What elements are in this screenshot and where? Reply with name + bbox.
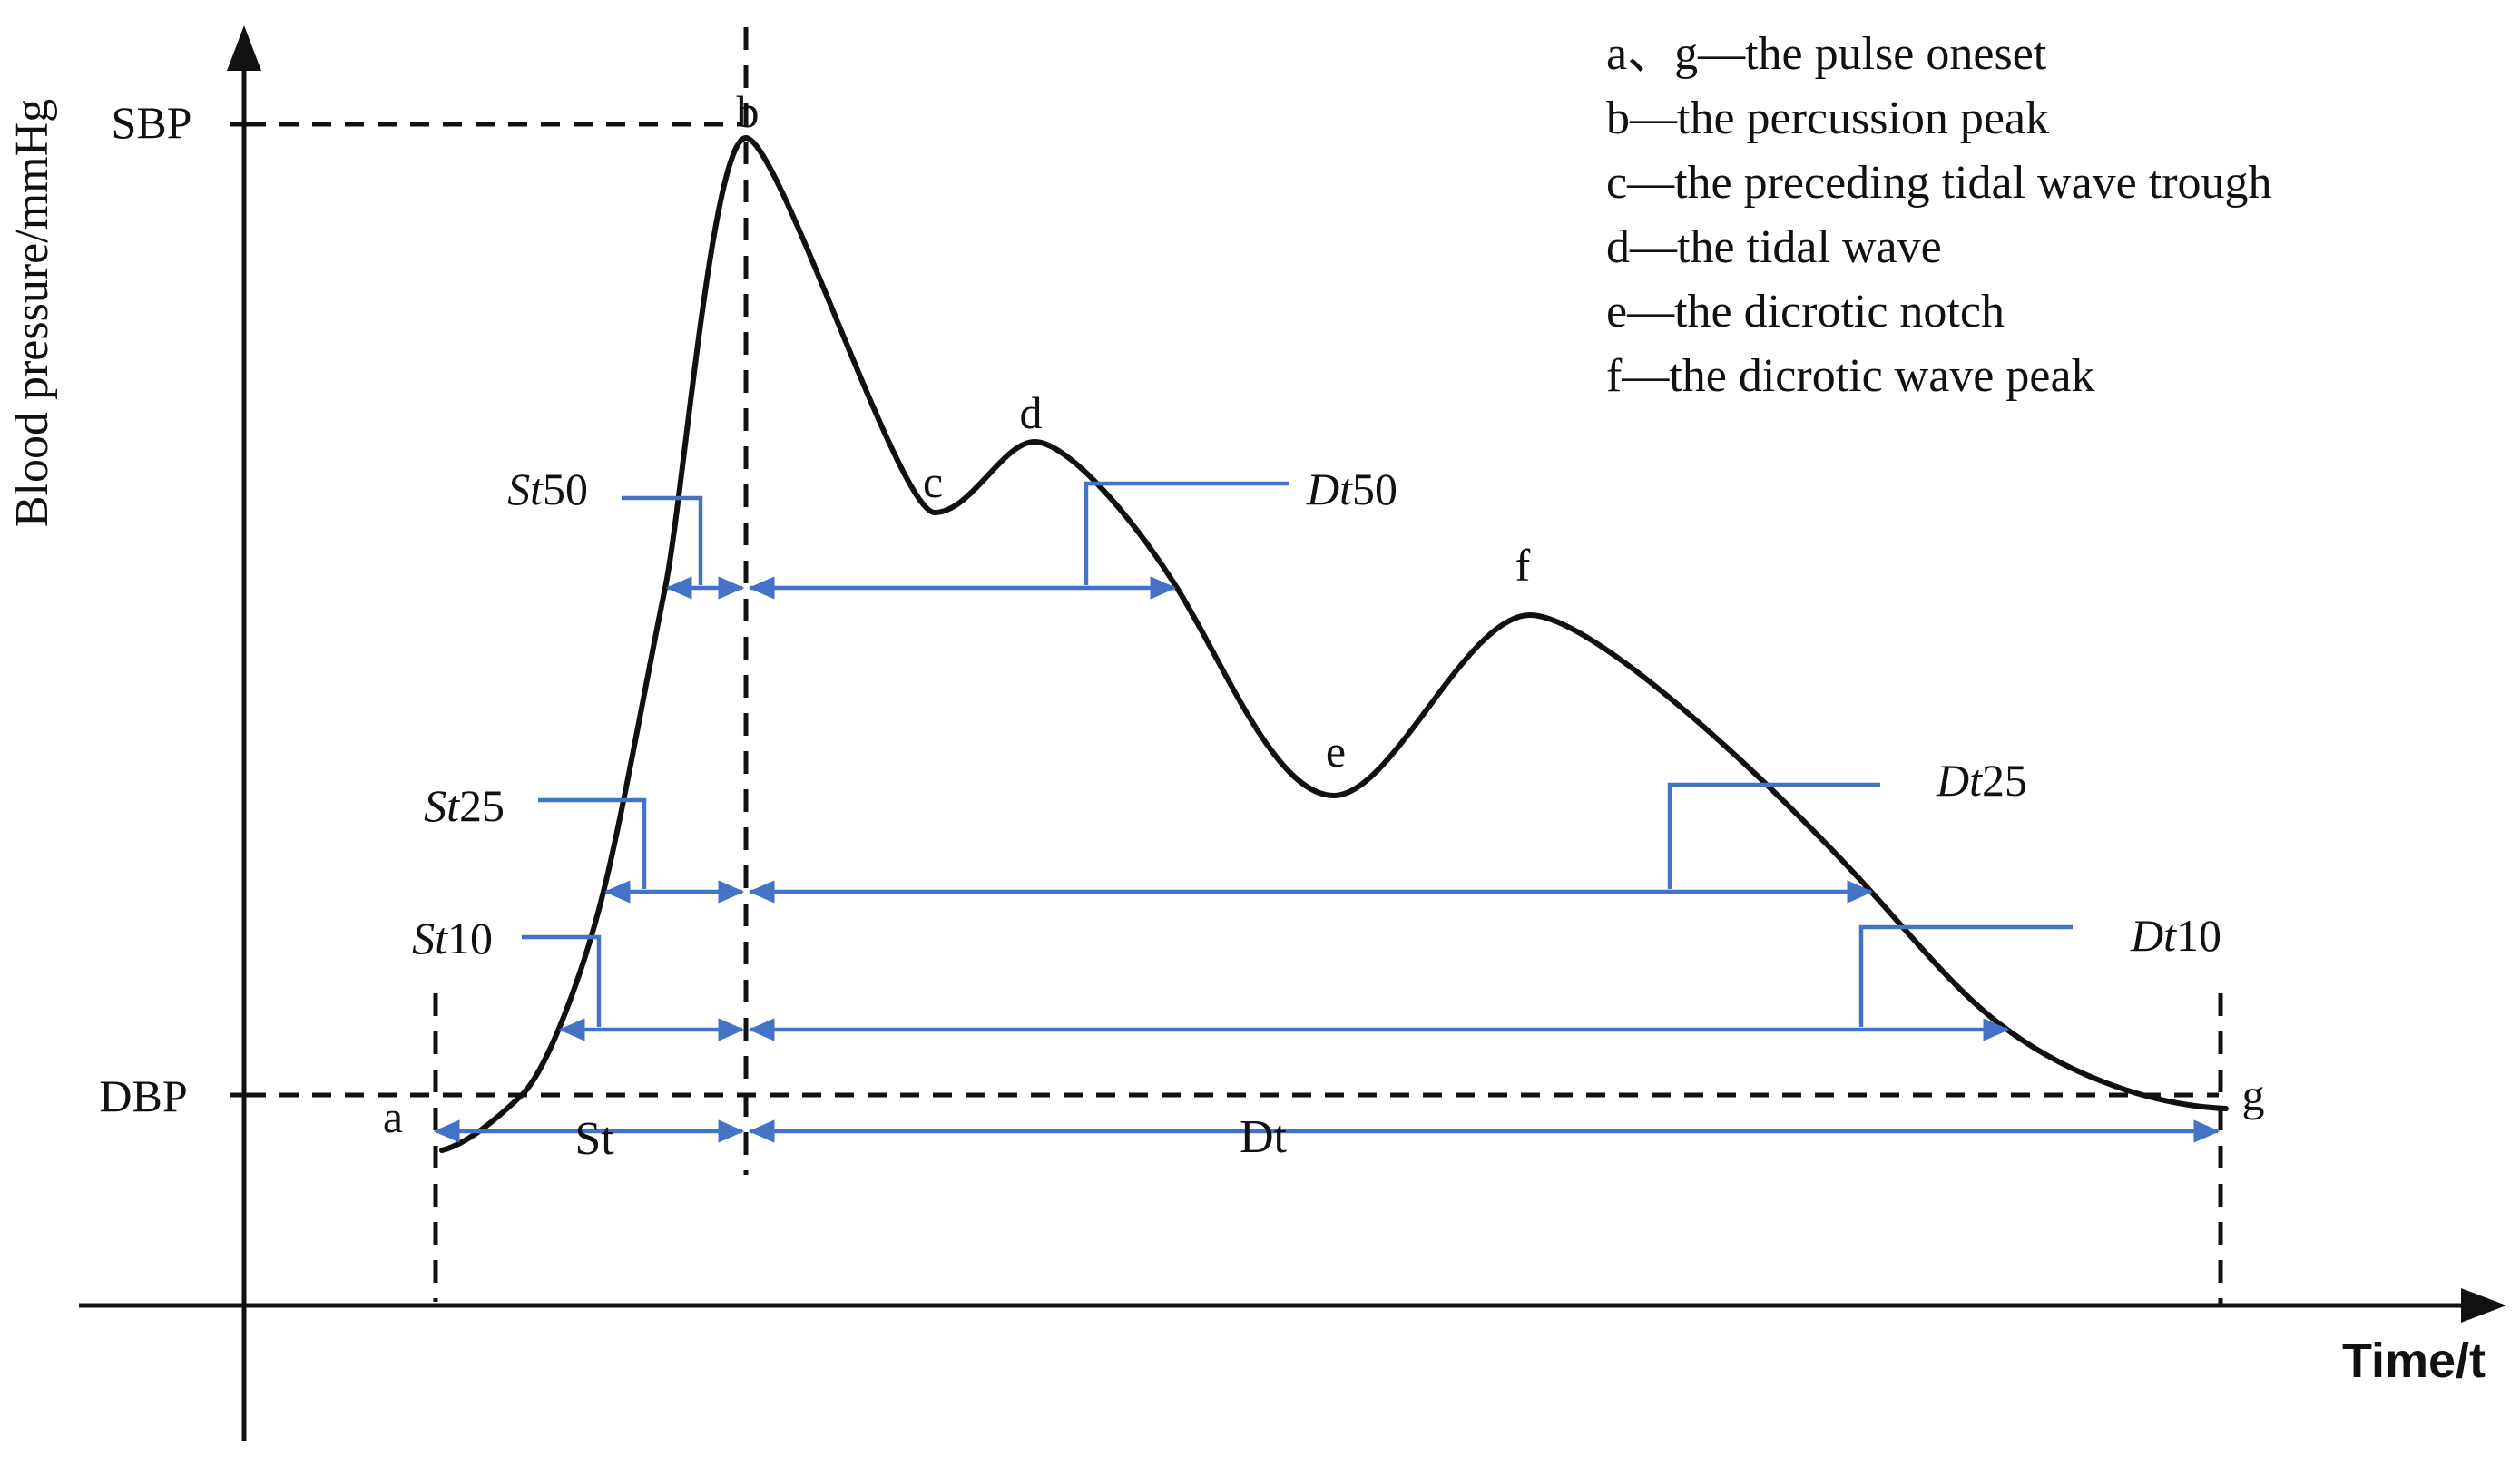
pulse-waveform-curve xyxy=(439,134,2229,1153)
x-axis-title: Time/t xyxy=(2342,1334,2486,1388)
dt-interval-label: Dt xyxy=(1240,1111,1288,1163)
point-label-f: f xyxy=(1515,540,1531,591)
dt25-leader-line xyxy=(1667,782,1880,889)
dt50-label: Dt50 xyxy=(1306,464,1397,514)
point-label-g: g xyxy=(2242,1070,2265,1120)
legend-line: f—the dicrotic wave peak xyxy=(1606,350,2095,402)
sbp-label: SBP xyxy=(112,97,192,148)
st10-label: St10 xyxy=(412,913,493,963)
labels: SBP DBP Blood pressure/mmHg Time/t a b c… xyxy=(6,86,2486,1388)
dt10-leader-line xyxy=(1858,924,2073,1027)
x-axis-arrowhead-icon xyxy=(2461,1288,2506,1323)
y-axis-title: Blood pressure/mmHg xyxy=(6,99,58,527)
legend-line: c—the preceding tidal wave trough xyxy=(1606,157,2272,209)
st50-leader-line xyxy=(622,495,703,585)
legend-line: d—the tidal wave xyxy=(1606,221,1942,273)
dbp-label: DBP xyxy=(99,1070,187,1121)
point-label-e: e xyxy=(1326,726,1346,777)
point-label-c: c xyxy=(923,456,943,507)
legend-line: b—the percussion peak xyxy=(1606,93,2049,144)
legend-line: a、g—the pulse oneset xyxy=(1606,28,2047,80)
axes xyxy=(79,25,2506,1441)
legend: a、g—the pulse oneset b—the percussion pe… xyxy=(1606,28,2272,402)
st-interval-label: St xyxy=(574,1113,614,1165)
st10-leader-line xyxy=(522,934,602,1027)
reference-lines xyxy=(247,27,2223,1306)
point-label-d: d xyxy=(1020,387,1043,438)
interval-arrows xyxy=(433,576,2221,1143)
interval-leader-lines xyxy=(522,481,2073,1027)
st25-label: St25 xyxy=(424,780,505,831)
legend-line: e—the dicrotic notch xyxy=(1606,286,2005,337)
point-label-b: b xyxy=(737,86,760,137)
st50-label: St50 xyxy=(507,464,588,514)
dt10-label: Dt10 xyxy=(2130,910,2221,961)
dt25-label: Dt25 xyxy=(1936,755,2027,806)
dt50-leader-line xyxy=(1084,481,1289,585)
y-axis-arrowhead-icon xyxy=(227,25,261,71)
point-label-a: a xyxy=(383,1091,403,1142)
st25-leader-line xyxy=(538,797,647,889)
